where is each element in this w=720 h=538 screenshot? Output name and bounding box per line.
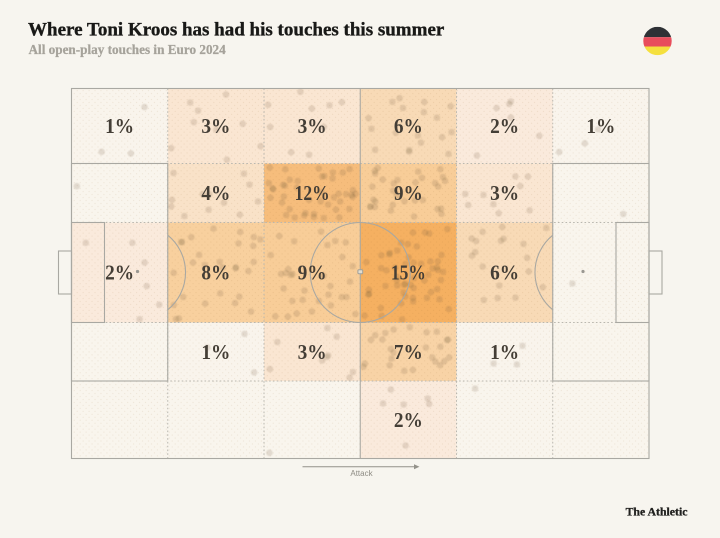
svg-text:1%: 1% [586, 114, 615, 138]
svg-text:15%: 15% [391, 261, 426, 285]
svg-text:The Athletic: The Athletic [626, 505, 688, 519]
svg-text:1%: 1% [490, 340, 519, 364]
svg-text:2%: 2% [394, 408, 423, 432]
svg-text:3%: 3% [298, 114, 327, 138]
svg-text:4%: 4% [201, 181, 230, 205]
svg-text:8%: 8% [201, 261, 230, 285]
svg-text:7%: 7% [394, 340, 423, 364]
svg-text:9%: 9% [394, 181, 423, 205]
svg-text:Where Toni Kroos has had his t: Where Toni Kroos has had his touches thi… [28, 20, 445, 41]
svg-text:2%: 2% [490, 114, 519, 138]
svg-text:3%: 3% [298, 340, 327, 364]
svg-text:All open-play touches in Euro: All open-play touches in Euro 2024 [29, 42, 227, 57]
svg-text:12%: 12% [295, 181, 330, 205]
svg-text:9%: 9% [298, 261, 327, 285]
svg-text:6%: 6% [394, 114, 423, 138]
svg-text:3%: 3% [201, 114, 230, 138]
svg-text:1%: 1% [105, 114, 134, 138]
svg-text:3%: 3% [490, 181, 519, 205]
svg-text:2%: 2% [105, 261, 134, 285]
svg-text:Attack: Attack [350, 469, 373, 478]
svg-text:1%: 1% [201, 340, 230, 364]
svg-text:6%: 6% [490, 261, 519, 285]
